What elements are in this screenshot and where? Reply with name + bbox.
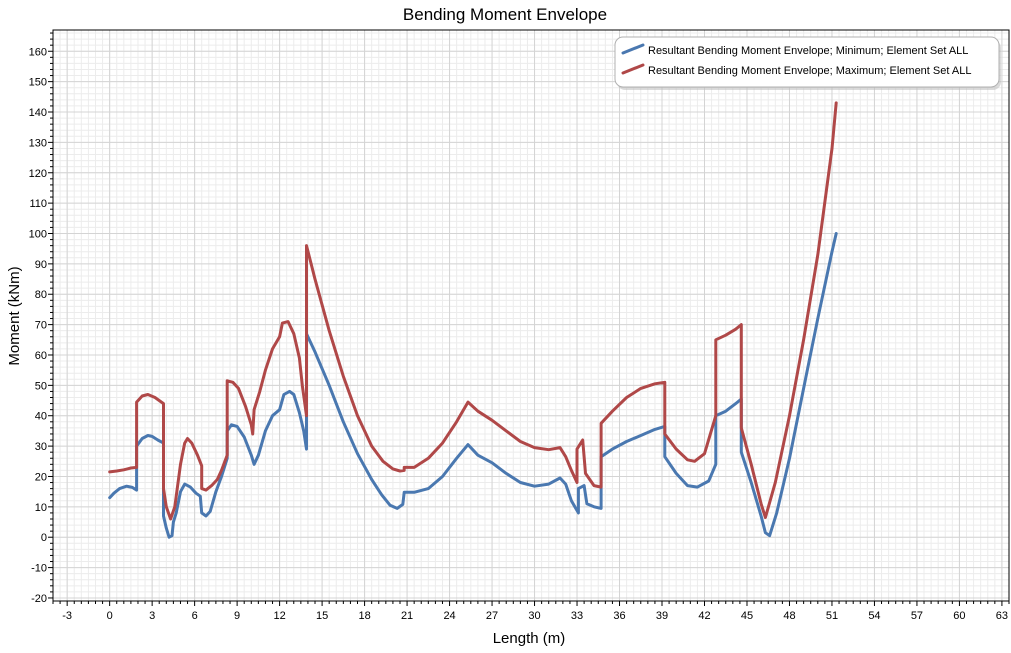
x-tick-label: 0 xyxy=(107,610,113,622)
y-tick-label: 100 xyxy=(29,228,47,240)
x-tick-label: 3 xyxy=(149,610,155,622)
axis-ticks xyxy=(48,32,1010,606)
x-tick-labels: -3 0 3 6 9 12 15 18 21 24 27 30 33 36 39 42 45 48 51 54 57 60… xyxy=(62,610,1008,622)
x-tick-label: 42 xyxy=(698,610,710,622)
x-tick-label: 18 xyxy=(358,610,370,622)
legend-label: Resultant Bending Moment Envelope; Minim… xyxy=(648,45,968,57)
y-tick-label: 20 xyxy=(35,471,47,483)
x-tick-label: 33 xyxy=(571,610,583,622)
x-tick-label: 27 xyxy=(486,610,498,622)
y-tick-label: 10 xyxy=(35,502,47,514)
x-tick-label: 30 xyxy=(528,610,540,622)
y-tick-label: 160 xyxy=(29,46,47,58)
legend-box xyxy=(614,36,1000,88)
x-tick-label: 60 xyxy=(953,610,965,622)
legend-swatch xyxy=(621,63,645,75)
y-tick-labels: -20 -10 0 10 20 30 40 50 60 70 80 90 100 110 120 130 140… xyxy=(29,46,47,605)
x-tick-label: 54 xyxy=(868,610,880,622)
major-grid xyxy=(53,30,1009,601)
x-tick-label: 36 xyxy=(613,610,625,622)
y-tick-label: -10 xyxy=(31,563,47,575)
x-tick-label: 51 xyxy=(826,610,838,622)
y-tick-label: 130 xyxy=(29,137,47,149)
x-tick-label: 9 xyxy=(234,610,240,622)
x-tick-label: 6 xyxy=(192,610,198,622)
x-tick-label: 24 xyxy=(443,610,455,622)
y-tick-label: 70 xyxy=(35,320,47,332)
y-tick-label: 50 xyxy=(35,380,47,392)
y-tick-label: 110 xyxy=(29,198,47,210)
legend-label: Resultant Bending Moment Envelope; Maxim… xyxy=(648,65,971,77)
x-tick-label: 15 xyxy=(316,610,328,622)
y-tick-label: 150 xyxy=(29,77,47,89)
y-tick-label: 30 xyxy=(35,441,47,453)
y-tick-label: 0 xyxy=(41,532,47,544)
y-tick-label: 120 xyxy=(29,168,47,180)
y-tick-label: 60 xyxy=(35,350,47,362)
legend: Resultant Bending Moment Envelope; Minim… xyxy=(614,36,1001,90)
x-tick-label: -3 xyxy=(62,610,72,622)
y-tick-label: 140 xyxy=(29,107,47,119)
x-tick-label: 39 xyxy=(656,610,668,622)
y-axis-label: Moment (kNm) xyxy=(6,266,23,365)
x-tick-label: 63 xyxy=(996,610,1008,622)
y-tick-label: 40 xyxy=(35,411,47,423)
series-minimum-line xyxy=(108,232,838,539)
x-tick-label: 12 xyxy=(273,610,285,622)
legend-swatch xyxy=(621,43,645,55)
x-tick-label: 48 xyxy=(783,610,795,622)
plot-frame xyxy=(52,29,1010,602)
x-tick-label: 57 xyxy=(911,610,923,622)
x-tick-label: 45 xyxy=(741,610,753,622)
x-axis-label: Length (m) xyxy=(493,630,566,647)
series-maximum-line xyxy=(108,101,838,521)
chart-title: Bending Moment Envelope xyxy=(403,5,607,24)
y-tick-label: 90 xyxy=(35,259,47,271)
y-tick-label: -20 xyxy=(31,593,47,605)
x-tick-label: 21 xyxy=(401,610,413,622)
minor-grid xyxy=(52,30,1010,601)
y-tick-label: 80 xyxy=(35,289,47,301)
series-layer xyxy=(108,101,838,539)
